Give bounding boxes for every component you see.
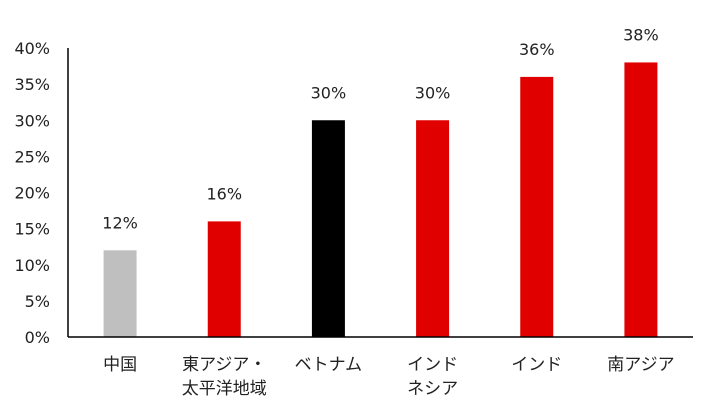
category-label: 中国 <box>103 355 137 375</box>
y-tick-label: 5% <box>25 292 50 311</box>
y-tick-label: 30% <box>14 111 50 130</box>
bar <box>207 221 241 337</box>
category-label: 東アジア・ <box>182 355 266 375</box>
category-label: インド <box>407 355 458 375</box>
data-label: 30% <box>311 83 347 102</box>
bar <box>416 120 450 337</box>
data-label: 36% <box>519 40 555 59</box>
bar <box>103 250 137 337</box>
y-tick-label: 10% <box>14 256 50 275</box>
y-axis-tick-labels: 0% 5% 10% 15% 20% 25% 30% 35% 40% <box>14 39 50 347</box>
data-label: 16% <box>206 184 242 203</box>
y-tick-label: 40% <box>14 39 50 58</box>
y-tick-label: 20% <box>14 184 50 203</box>
bar <box>624 62 658 337</box>
category-label: ネシア <box>407 379 458 399</box>
y-tick-label: 35% <box>14 75 50 94</box>
data-labels: 12% 16% 30% 30% 36% 38% <box>102 25 658 232</box>
category-label: インド <box>511 355 562 375</box>
bar <box>311 120 345 337</box>
data-label: 30% <box>415 83 451 102</box>
data-label: 38% <box>623 25 659 44</box>
y-tick-label: 0% <box>25 328 50 347</box>
category-label: 太平洋地域 <box>182 379 267 399</box>
bars <box>103 62 658 338</box>
y-tick-label: 15% <box>14 220 50 239</box>
category-label: ベトナム <box>295 355 363 375</box>
category-label: 南アジア <box>607 355 674 375</box>
data-label: 12% <box>102 213 138 232</box>
bar <box>520 76 554 338</box>
y-tick-label: 25% <box>14 147 50 166</box>
